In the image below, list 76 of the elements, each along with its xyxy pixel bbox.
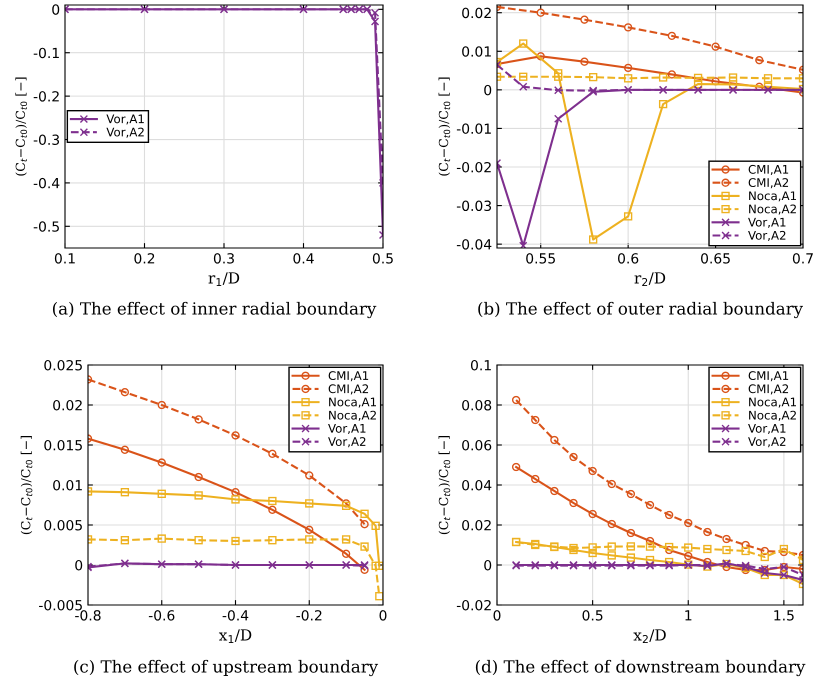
y-tick-label: 0.02 [53,400,82,410]
y-tick-label: 0.08 [462,400,492,410]
y-tick-label: 0.025 [44,360,82,370]
legend-label: Vor,A1 [328,424,366,434]
legend-label: CMI,A1 [748,371,788,382]
y-tick-label: 0 [484,560,492,570]
x-tick-label: 1 [685,610,692,620]
y-tick-label: 0.005 [44,520,82,530]
y-tick-label: -0.02 [456,600,491,610]
legend-label: CMI,A2 [748,178,788,188]
y-tick-label: -0.5 [34,221,59,232]
y-tick-label: 0.1 [470,360,491,370]
legend-label: Vor,A2 [106,128,144,138]
x-tick-label: -0.6 [148,610,174,621]
y-tick-label: -0.02 [456,162,491,172]
y-tick-label: -0.3 [34,134,60,145]
legend-label: Vor,A2 [748,230,786,242]
x-axis-title: x$_{2}$/D [633,629,666,643]
y-tick-label: 0.06 [462,440,492,450]
y-tick-label: 0.01 [462,46,491,57]
legend-label: Noca,A2 [749,204,796,215]
y-axis-title: (C$_{t}$−C$_{t0}$)/C$_{t0}$ [−] [15,78,28,176]
y-tick-label: -0.1 [34,48,59,58]
x-tick-label: 0.55 [526,253,555,264]
text: (b) The effect of outer radial boundary [478,302,803,318]
x-tick-label: 0 [379,610,386,621]
y-tick-label: -0.4 [34,178,60,188]
x-tick-label: 0.7 [792,253,813,264]
y-tick-label: 0 [52,4,60,15]
x-axis-title: r$_{2}$/D [634,272,666,286]
y-tick-label: -0.03 [456,200,492,212]
legend-label: Noca,A2 [749,410,796,421]
x-tick-label: 0.4 [293,253,314,264]
y-tick-label: -0.2 [34,91,59,102]
y-tick-label: 0.01 [53,480,82,490]
x-tick-label: 0.5 [372,253,393,264]
x-tick-label: -0.8 [75,610,101,621]
legend-label: Vor,A2 [748,437,786,448]
x-axis-title: x$_{1}$/D [218,629,252,643]
x-tick-label: 0.65 [701,253,730,264]
legend-label: Noca,A2 [329,410,376,421]
y-tick-label: -0.01 [456,123,491,134]
x-tick-label: -0.4 [222,610,248,621]
text: (d) The effect of downstream boundary [476,660,806,676]
y-tick-label: 0 [484,84,492,96]
y-tick-label: 0.02 [462,520,491,530]
y-tick-label: 0.02 [462,8,491,18]
y-tick-label: 0 [75,560,82,570]
legend-label: CMI,A1 [748,164,788,176]
legend-label: Vor,A1 [748,218,786,228]
x-tick-label: 0.2 [134,253,154,264]
legend-label: CMI,A2 [748,384,788,394]
legend-label: Vor,A1 [748,424,786,434]
x-tick-label: 0.6 [618,253,638,264]
text: (c) The effect of upstream boundary [74,660,378,676]
legend-label: Vor,A2 [328,437,366,448]
y-tick-label: -0.005 [39,600,82,610]
x-tick-label: 0 [493,610,500,621]
legend-label: Vor,A1 [106,114,144,125]
text: (a) The effect of inner radial boundary [52,302,376,318]
y-tick-label: 0.015 [44,440,82,450]
y-axis-title: (C$_{t}$−C$_{t0}$)/C$_{t0}$ [−] [438,78,450,176]
y-tick-label: 0.04 [462,480,492,490]
legend-label: CMI,A1 [328,371,368,382]
x-tick-label: 1.5 [774,610,794,621]
legend-label: Noca,A1 [329,398,376,408]
legend-label: Noca,A1 [749,398,796,408]
legend-label: Noca,A1 [749,191,796,202]
x-tick-label: 0.3 [214,253,234,264]
legend-label: CMI,A2 [328,384,368,394]
x-tick-label: 0.5 [582,610,602,621]
x-axis-title: r$_{1}$/D [208,272,240,286]
y-axis-title: (C$_{t}$−C$_{t0}$)/C$_{t0}$ [−] [20,436,32,534]
y-axis-title: (C$_{t}$−C$_{t0}$)/C$_{t0}$ [−] [438,436,450,534]
y-tick-label: -0.04 [456,239,492,250]
x-tick-label: -0.2 [296,610,322,621]
